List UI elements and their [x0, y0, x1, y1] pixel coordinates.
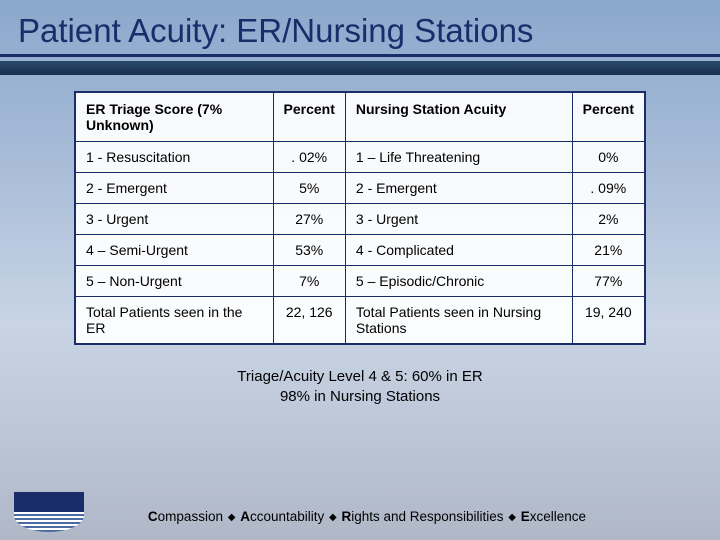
table-cell: 3 - Urgent — [75, 204, 273, 235]
table-cell: 3 - Urgent — [345, 204, 572, 235]
table-cell: 27% — [273, 204, 345, 235]
table-cell: 1 – Life Threatening — [345, 142, 572, 173]
table-cell: 0% — [572, 142, 645, 173]
th-er-triage: ER Triage Score (7% Unknown) — [75, 92, 273, 142]
note-line-2: 98% in Nursing Stations — [280, 388, 440, 405]
table-cell: 2 - Emergent — [345, 173, 572, 204]
table-cell: 5 – Episodic/Chronic — [345, 266, 572, 297]
table-row: Total Patients seen in the ER22, 126Tota… — [75, 297, 645, 345]
table-cell: 1 - Resuscitation — [75, 142, 273, 173]
th-percent-1: Percent — [273, 92, 345, 142]
table-cell: 4 – Semi-Urgent — [75, 235, 273, 266]
table-cell: 2% — [572, 204, 645, 235]
table-cell: 7% — [273, 266, 345, 297]
table-cell: . 09% — [572, 173, 645, 204]
table-cell: Total Patients seen in Nursing Stations — [345, 297, 572, 345]
page-title: Patient Acuity: ER/Nursing Stations — [0, 0, 720, 57]
table-cell: 5% — [273, 173, 345, 204]
acuity-table: ER Triage Score (7% Unknown) Percent Nur… — [74, 91, 646, 345]
table-row: 3 - Urgent27%3 - Urgent2% — [75, 204, 645, 235]
content-area: ER Triage Score (7% Unknown) Percent Nur… — [0, 91, 720, 540]
table-cell: 5 – Non-Urgent — [75, 266, 273, 297]
summary-note: Triage/Acuity Level 4 & 5: 60% in ER 98%… — [74, 367, 646, 406]
th-percent-2: Percent — [572, 92, 645, 142]
th-nursing-acuity: Nursing Station Acuity — [345, 92, 572, 142]
table-row: 2 - Emergent5%2 - Emergent. 09% — [75, 173, 645, 204]
table-header-row: ER Triage Score (7% Unknown) Percent Nur… — [75, 92, 645, 142]
tagline: Compassion ◆ Accountability ◆ Rights and… — [84, 509, 650, 530]
title-underline-band — [0, 61, 720, 75]
logo-icon — [14, 492, 84, 532]
table-row: 4 – Semi-Urgent53%4 - Complicated21% — [75, 235, 645, 266]
table-cell: 77% — [572, 266, 645, 297]
note-line-1: Triage/Acuity Level 4 & 5: 60% in ER — [237, 368, 482, 385]
table-row: 1 - Resuscitation. 02%1 – Life Threateni… — [75, 142, 645, 173]
table-cell: 4 - Complicated — [345, 235, 572, 266]
footer: Compassion ◆ Accountability ◆ Rights and… — [0, 480, 720, 540]
table-cell: 22, 126 — [273, 297, 345, 345]
table-cell: 21% — [572, 235, 645, 266]
table-cell: 19, 240 — [572, 297, 645, 345]
table-cell: . 02% — [273, 142, 345, 173]
table-cell: 53% — [273, 235, 345, 266]
table-cell: Total Patients seen in the ER — [75, 297, 273, 345]
table-cell: 2 - Emergent — [75, 173, 273, 204]
table-row: 5 – Non-Urgent7%5 – Episodic/Chronic77% — [75, 266, 645, 297]
